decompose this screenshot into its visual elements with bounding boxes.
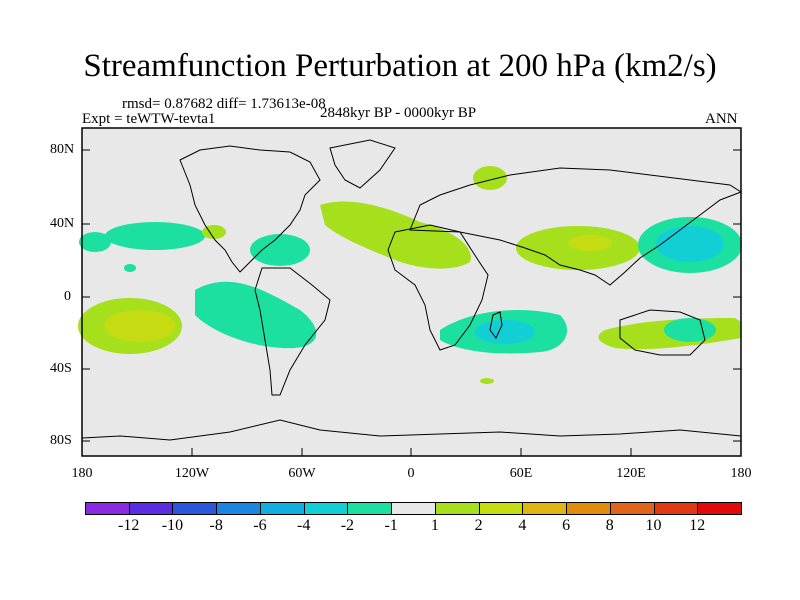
colorbar-cell [566, 502, 611, 515]
colorbar-label: -6 [253, 517, 267, 534]
colorbar-label: -1 [384, 517, 398, 534]
colorbar-cell [609, 502, 655, 515]
colorbar-label: 12 [689, 517, 706, 534]
lat-label-eq: 0 [64, 289, 71, 304]
colorbar-label: 2 [474, 517, 483, 534]
colorbar-label: -2 [340, 517, 355, 534]
coast-south-america [254, 267, 331, 396]
lat-label-80s: 80S [50, 433, 72, 448]
colorbar-cell [259, 502, 305, 515]
lon-label-120w: 120W [174, 466, 210, 481]
colorbar-cell [391, 502, 436, 515]
colorbar-label: 10 [645, 517, 662, 534]
ocean-background [82, 128, 741, 456]
colorbar-label: 4 [518, 517, 527, 534]
coast-africa [387, 224, 489, 351]
colorbar-cell [653, 502, 699, 515]
field-neg-dateline [79, 232, 111, 252]
field-pos-atlantic [320, 201, 471, 269]
colorbar-label: 1 [430, 517, 439, 534]
colorbar-cell [478, 502, 524, 515]
field-neg-indian-core [475, 320, 535, 344]
lon-label-120e: 120E [616, 466, 646, 481]
colorbar-cell [434, 502, 480, 515]
colorbar-cell [172, 502, 218, 515]
field-pos-southpacific-core [104, 310, 176, 342]
coast-north-america [179, 145, 321, 273]
season-label: ANN [705, 111, 738, 127]
colorbar-cell [347, 502, 393, 515]
experiment-label: Expt = teWTW-tevta1 [82, 111, 216, 127]
colorbar-cell [522, 502, 568, 515]
stats-text: rmsd= 0.87682 diff= 1.73613e-08 [122, 96, 326, 112]
period-label: 2848kyr BP - 0000kyr BP [320, 105, 477, 121]
field-neg-spot [124, 264, 136, 272]
colorbar-cell [697, 502, 742, 515]
field-neg-tasman [664, 318, 716, 342]
plot-title: Streamfunction Perturbation at 200 hPa (… [83, 48, 717, 84]
field-pos-arctic [473, 166, 507, 190]
field-pos-npacific-small [202, 225, 226, 239]
colorbar-cell [303, 502, 349, 515]
lat-label-40s: 40S [50, 361, 72, 376]
lon-label-60w: 60W [288, 466, 316, 481]
colorbar-label: -4 [296, 517, 311, 534]
lon-label-180w: 180 [71, 466, 93, 481]
lon-label-180e: 180 [730, 466, 752, 481]
lat-label-40n: 40N [50, 216, 75, 231]
colorbar-cell [128, 502, 174, 515]
colorbar-cell [85, 502, 130, 515]
field-neg-caribbean [250, 234, 310, 266]
coast-europe-asia [409, 167, 743, 286]
coastlines [81, 139, 743, 441]
field-neg-npacific [105, 222, 205, 250]
lat-label-80n: 80N [50, 142, 75, 157]
lon-label-0: 0 [407, 466, 415, 481]
contour-fields [78, 166, 742, 384]
coast-greenland [329, 139, 396, 189]
field-pos-asia-core [568, 235, 612, 251]
coast-madagascar [489, 311, 503, 339]
lon-label-60e: 60E [509, 466, 533, 481]
colorbar-label: 6 [562, 517, 571, 534]
colorbar-label: -10 [161, 517, 184, 534]
coast-antarctica [81, 419, 742, 441]
colorbar-label: 8 [605, 517, 614, 534]
field-pos-south-spot [480, 378, 494, 384]
axis-ticks [81, 149, 742, 456]
colorbar-cell [216, 502, 261, 515]
field-neg-npacific-west-core [656, 226, 724, 262]
field-neg-spacific [195, 281, 317, 349]
coast-australia [619, 309, 706, 356]
colorbar-label: -12 [118, 517, 140, 534]
colorbar-label: -8 [209, 517, 223, 534]
